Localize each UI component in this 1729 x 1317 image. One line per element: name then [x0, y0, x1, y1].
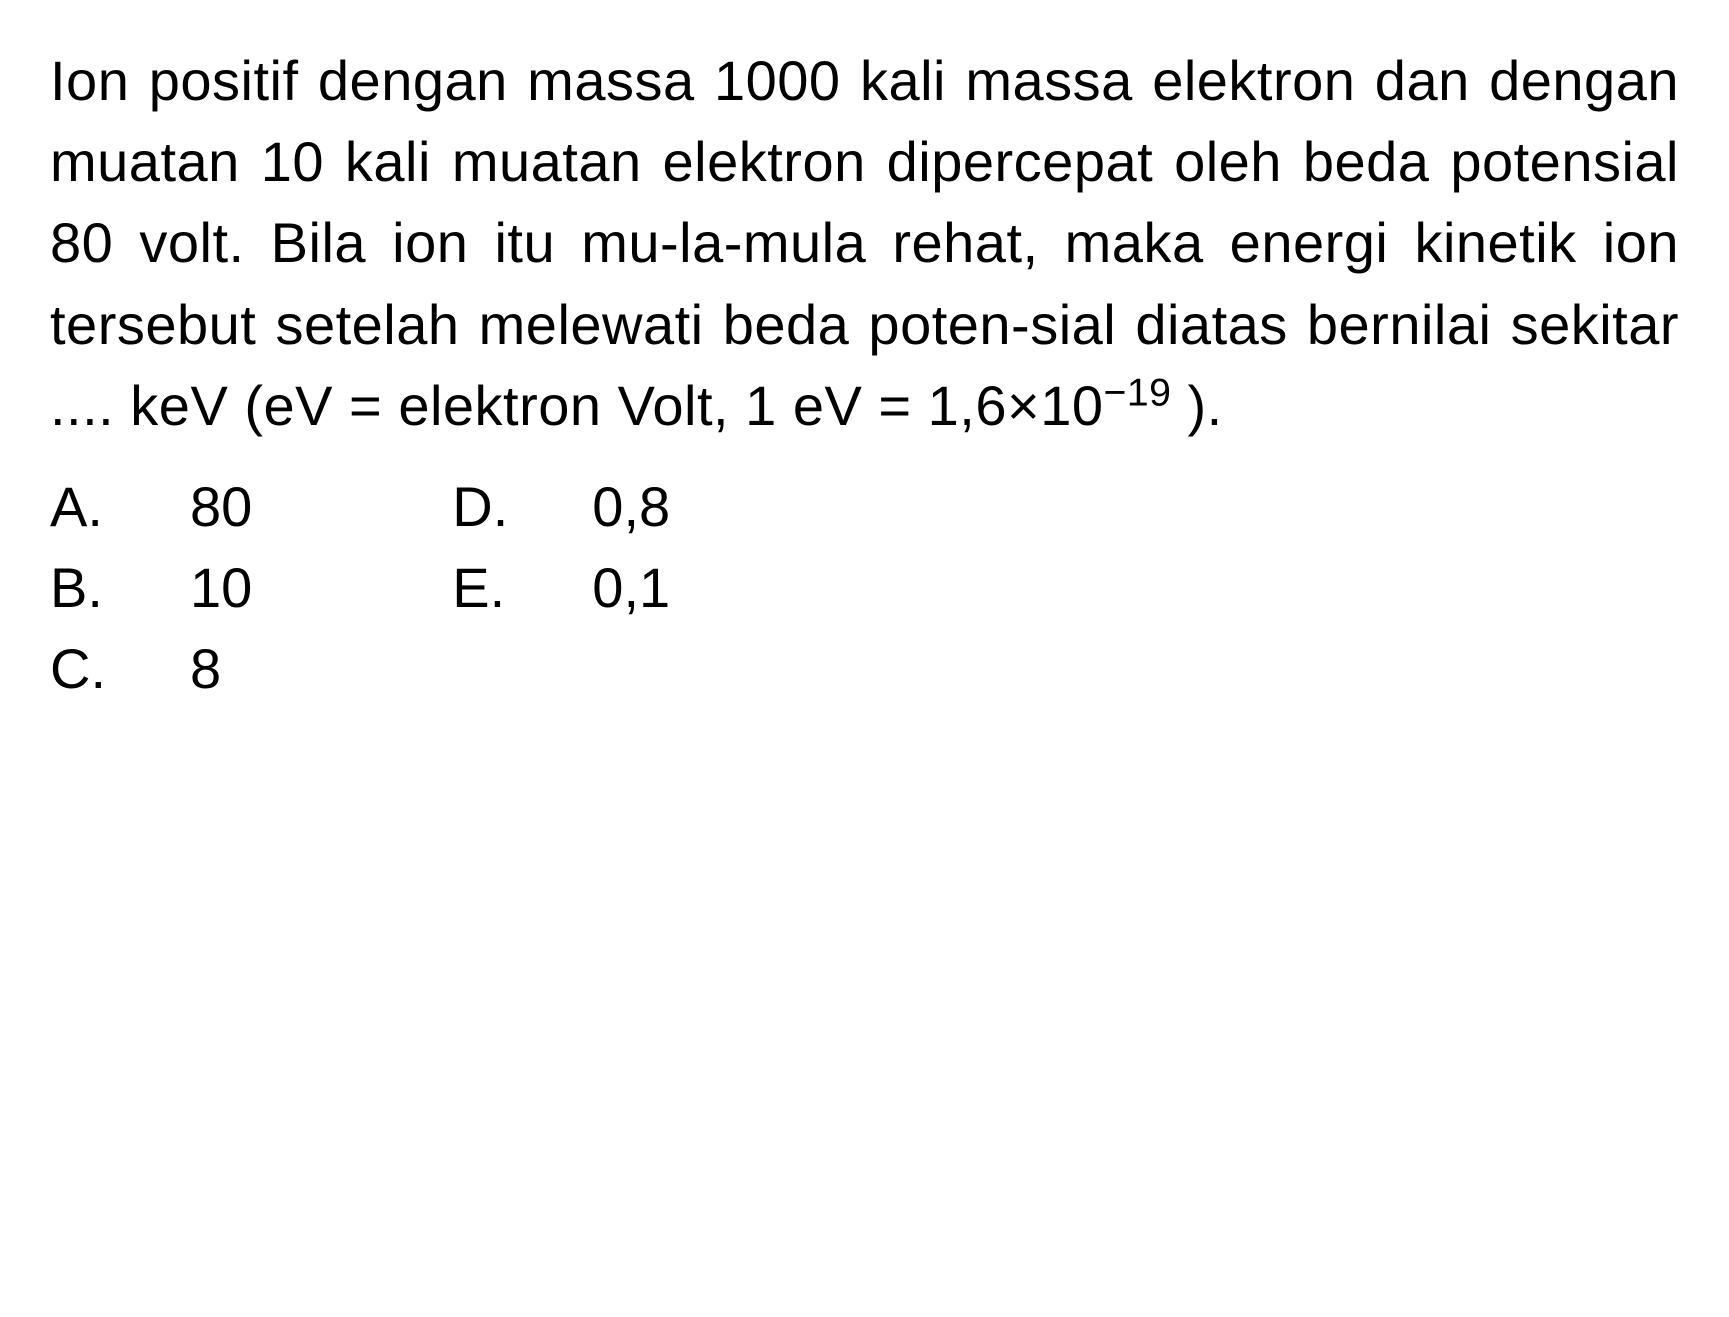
option-value: 0,1: [552, 547, 670, 628]
option-a: A. 80: [50, 466, 252, 547]
option-d: D. 0,8: [452, 466, 670, 547]
option-c: C. 8: [50, 628, 252, 709]
option-letter: C.: [50, 628, 150, 709]
question-text: Ion positif dengan massa 1000 kali massa…: [50, 40, 1679, 446]
option-value: 10: [150, 547, 252, 628]
option-value: 80: [150, 466, 252, 547]
option-value: 0,8: [552, 466, 670, 547]
question-end: ).: [1171, 374, 1222, 437]
question-exponent: −19: [1103, 371, 1171, 414]
options-left-column: A. 80 B. 10 C. 8: [50, 466, 252, 710]
option-e: E. 0,1: [452, 547, 670, 628]
option-letter: E.: [452, 547, 552, 628]
option-letter: D.: [452, 466, 552, 547]
question-body: Ion positif dengan massa 1000 kali massa…: [50, 49, 1679, 437]
options-right-column: D. 0,8 E. 0,1: [452, 466, 670, 710]
options-container: A. 80 B. 10 C. 8 D. 0,8 E. 0,1: [50, 466, 1679, 710]
option-letter: A.: [50, 466, 150, 547]
option-value: 8: [150, 628, 221, 709]
option-b: B. 10: [50, 547, 252, 628]
option-letter: B.: [50, 547, 150, 628]
